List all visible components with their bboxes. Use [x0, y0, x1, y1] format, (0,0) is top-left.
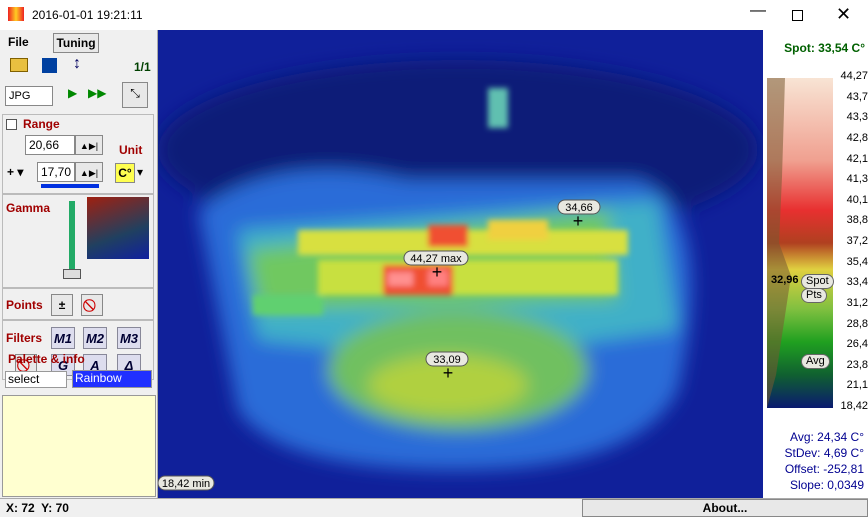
tick-label: 35,4 — [846, 255, 868, 268]
marker-label: 44,27 max — [410, 253, 462, 265]
minimize[interactable]: — — [750, 2, 766, 19]
window-title: 2016-01-01 19:21:11 — [32, 8, 143, 22]
sort-icon[interactable]: ↕ — [73, 55, 81, 72]
save-icon[interactable] — [42, 58, 57, 73]
scale-panel: Spot: 33,54 C° 44,27 43,7 43,3 42,8 42,1 41,3… — [763, 30, 868, 498]
play[interactable]: ▶ — [68, 86, 78, 100]
tick-label: 43,3 — [846, 111, 868, 124]
close[interactable]: ✕ — [836, 4, 852, 24]
min-label: 18,42 min — [162, 478, 210, 490]
tick-label: 37,2 — [846, 235, 868, 247]
range-checkbox[interactable] — [6, 119, 17, 130]
palette-select[interactable]: Rainbow — [72, 370, 152, 388]
palette-label: Palette & info — [8, 352, 85, 366]
app-icon — [8, 7, 24, 21]
points-label: Points — [6, 298, 43, 312]
filter-button[interactable]: M2 — [83, 327, 107, 349]
thermal-image: 34,66 + 44,27 max + 33,09 + 18,42 min — [158, 30, 763, 498]
left-panel: File Tuning ↕ 1/1 JPG ▶ ▶▶ ⤡ Range 20,66… — [0, 30, 158, 498]
maximize[interactable] — [792, 10, 803, 21]
range-top[interactable]: 20,66 — [25, 135, 75, 155]
svg-text:+: + — [573, 211, 584, 231]
unit-arrow[interactable]: ▾ — [137, 165, 144, 179]
points-box: Points ± ⃠ — [2, 288, 154, 320]
spin[interactable]: ▲▶| — [75, 162, 103, 182]
clear-points[interactable]: ⃠ — [81, 294, 103, 316]
scale-tag[interactable]: Pts — [801, 288, 827, 303]
cursor-value: 32,96 — [771, 274, 799, 286]
marker: 44,27 max + — [403, 250, 469, 282]
marker-label: 33,09 — [433, 354, 461, 366]
info-area — [2, 395, 156, 497]
tick-label: 42,1 — [846, 152, 868, 165]
gamma-thumb[interactable] — [63, 269, 81, 279]
tick-labels: 44,27 43,7 43,3 42,8 42,1 41,3 40,1 38,8 37,2 35,… — [835, 30, 868, 498]
open-icon[interactable] — [10, 58, 28, 72]
filters-label: Filters — [6, 331, 43, 345]
tick-label: 23,8 — [846, 358, 868, 371]
range-bar — [41, 184, 99, 188]
marker: 34,66 + — [557, 199, 601, 231]
tab[interactable]: Tuning — [53, 33, 99, 53]
filter-button[interactable]: M3 — [117, 327, 141, 349]
status-bar: X: 72 Y: 70 About... — [0, 498, 868, 517]
title-bar: 2016-01-01 19:21:11 — ✕ — [0, 0, 868, 30]
tick-label: 31,2 — [846, 296, 868, 309]
palette-mode[interactable]: select — [5, 371, 67, 388]
marker: 33,09 + — [425, 351, 469, 383]
tick-label: 26,4 — [846, 338, 868, 351]
adjust-button[interactable]: ⤡ — [122, 82, 148, 108]
fast-forward[interactable]: ▶▶ — [88, 86, 107, 100]
range-label: Range — [23, 117, 60, 131]
scale-tag[interactable]: Spot — [801, 274, 834, 289]
format-select[interactable]: JPG — [5, 86, 53, 106]
gamma-curve — [87, 197, 149, 259]
stat-line: Avg: 24,34 C° — [790, 430, 864, 444]
stat-line: Offset: -252,81 — [784, 462, 864, 476]
tick-label: 38,8 — [846, 214, 868, 227]
unit-label: Unit — [119, 143, 143, 157]
tick-label: 18,42 — [840, 400, 868, 412]
about-button[interactable]: About... — [582, 499, 868, 517]
tick-label: 33,4 — [846, 276, 868, 289]
gamma-slider[interactable] — [69, 201, 75, 277]
svg-text:+: + — [443, 363, 454, 383]
tick-label: 28,8 — [846, 317, 868, 330]
tick-label: 42,8 — [846, 131, 868, 144]
range-bottom[interactable]: 17,70 — [37, 162, 75, 182]
tick-label: 40,1 — [846, 193, 868, 206]
gamma-label: Gamma — [6, 201, 51, 215]
sign[interactable]: + ▾ — [7, 165, 24, 179]
svg-text:+: + — [432, 262, 443, 282]
spot-value: Spot: 33,54 C° — [784, 41, 865, 55]
scale-tag[interactable]: Avg — [801, 354, 830, 369]
coords: X: 72 Y: 70 — [6, 501, 69, 515]
add-point[interactable]: ± — [51, 294, 73, 316]
filter-button[interactable]: M1 — [51, 327, 75, 349]
tick-label: 41,3 — [846, 173, 868, 186]
tick-label: 21,1 — [846, 379, 868, 392]
page-counter: 1/1 — [134, 60, 151, 74]
stat-line: Slope: 0,0349 — [789, 478, 864, 492]
spin[interactable]: ▲▶| — [75, 135, 103, 155]
marker-label: 34,66 — [565, 202, 593, 214]
range-box: Range 20,66 ▲▶| Unit + ▾ 17,70 ▲▶| C° ▾ — [2, 114, 154, 194]
stat-line: StDev: 4,69 C° — [784, 446, 865, 460]
tick-label: 44,27 — [840, 70, 868, 82]
stats: Avg: 24,34 C° StDev: 4,69 C° Offset: -252,… — [763, 430, 866, 494]
unit-select[interactable]: C° — [115, 163, 135, 183]
tick-label: 43,7 — [846, 90, 868, 103]
gamma-box: Gamma — [2, 194, 154, 288]
tab[interactable]: File — [8, 35, 29, 49]
